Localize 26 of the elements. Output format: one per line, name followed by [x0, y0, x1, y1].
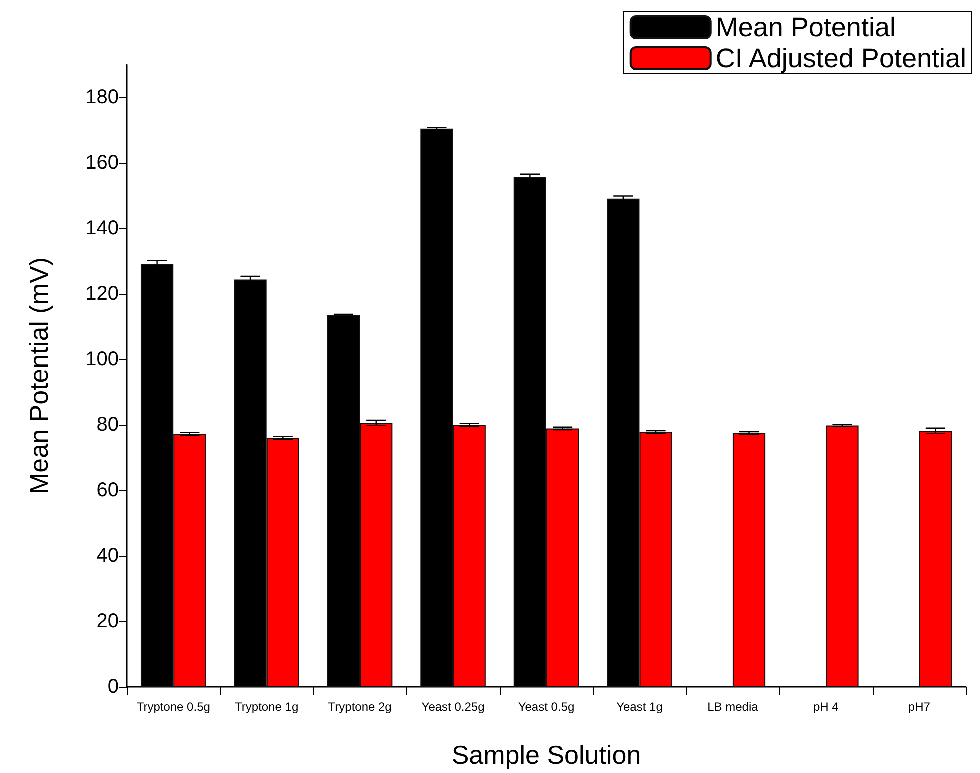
x-axis-title: Sample Solution	[452, 740, 642, 770]
y-tick-label: 20	[96, 610, 119, 633]
x-tick-label: Yeast 1g	[616, 700, 663, 714]
y-tick-label: 140	[86, 218, 119, 240]
y-tick-label: 180	[86, 86, 119, 109]
x-tick-label: LB media	[708, 700, 759, 714]
y-tick-label: 0	[108, 676, 119, 698]
legend-label: Mean Potential	[716, 12, 896, 42]
bar	[826, 426, 859, 687]
bar	[732, 433, 766, 687]
x-tick-label: Yeast 0.5g	[518, 700, 575, 714]
x-tick-label: Yeast 0.25g	[422, 700, 485, 714]
bar	[919, 431, 952, 687]
y-tick-label: 80	[96, 414, 119, 436]
x-tick-label: Tryptone 1g	[235, 700, 299, 714]
x-tick-label: Tryptone 0.5g	[136, 700, 210, 714]
y-tick-label: 160	[86, 152, 119, 174]
y-axis-title: Mean Potential (mV)	[24, 258, 54, 494]
x-tick-label: Tryptone 2g	[328, 700, 392, 714]
y-tick-label: 40	[96, 545, 119, 568]
y-tick-label: 120	[86, 283, 119, 306]
y-tick-label: 100	[86, 348, 119, 371]
x-tick-label: pH 4	[813, 700, 840, 714]
y-tick-label: 60	[96, 480, 119, 502]
x-tick-label: pH7	[908, 700, 931, 714]
legend-label: CI Adjusted Potential	[716, 44, 967, 74]
